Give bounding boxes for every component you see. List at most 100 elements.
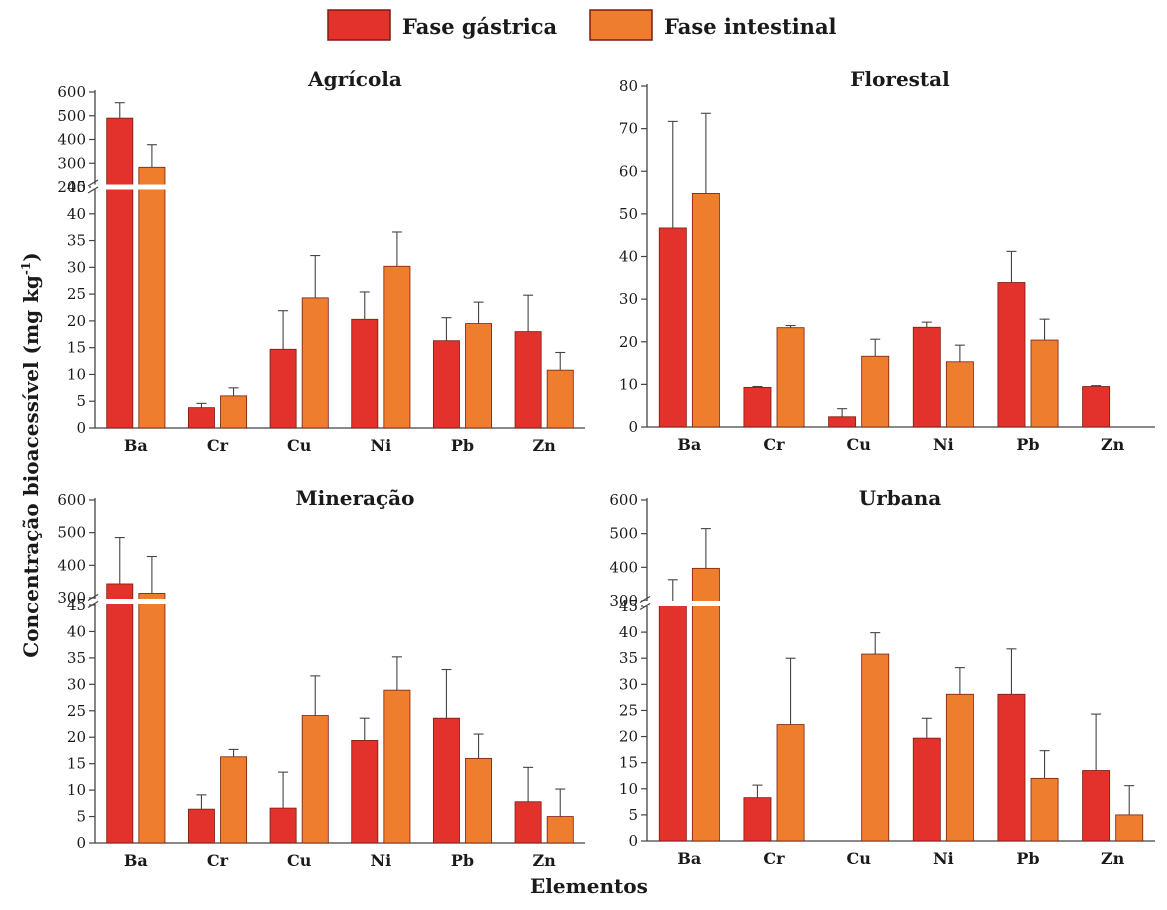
- x-tick-label: Cr: [763, 435, 785, 454]
- x-tick-label: Ba: [677, 435, 701, 454]
- y-tick-label: 35: [619, 649, 638, 667]
- bar-intestinal: [945, 693, 974, 842]
- bar-intestinal: [691, 567, 720, 842]
- bar-gastric: [187, 808, 215, 844]
- panel-title: Agrícola: [307, 67, 402, 91]
- bar-intestinal: [1030, 777, 1059, 842]
- y-tick-label: 45: [619, 597, 638, 615]
- y-tick-label: 20: [67, 728, 86, 746]
- y-tick-label: 5: [628, 806, 638, 824]
- y-tick-label: 45: [67, 178, 86, 196]
- y-tick-label: 10: [619, 375, 638, 393]
- bar-intestinal: [861, 355, 890, 428]
- y-tick-label: 300: [609, 592, 638, 610]
- bar-intestinal: [1030, 339, 1059, 428]
- bar-intestinal: [691, 193, 720, 428]
- y-tick-label: 20: [67, 312, 86, 330]
- y-tick-label: 25: [67, 702, 86, 720]
- x-tick-label: Cu: [846, 849, 871, 868]
- panels: Agrícola05101520253035404520030040050060…: [57, 67, 1155, 870]
- x-tick-label: Cr: [207, 851, 229, 870]
- axis-break-gap: [91, 184, 229, 190]
- axis-break-gap: [643, 601, 786, 606]
- bar-gastric: [269, 348, 297, 429]
- y-tick-label: 400: [57, 131, 86, 149]
- x-tick-label: Ni: [370, 851, 391, 870]
- x-tick-label: Ni: [370, 436, 391, 455]
- x-tick-label: Ni: [933, 435, 954, 454]
- y-tick-label: 15: [67, 755, 86, 773]
- y-tick-label: 50: [619, 205, 638, 223]
- axis-break-mark: [87, 179, 99, 187]
- y-tick-label: 45: [67, 596, 86, 614]
- bar-intestinal: [546, 816, 574, 844]
- bar-intestinal: [220, 395, 248, 429]
- bar-intestinal: [776, 327, 805, 428]
- bars: [106, 537, 574, 844]
- y-tick-label: 500: [57, 107, 86, 125]
- bars: [106, 102, 574, 429]
- y-tick-label: 5: [76, 392, 86, 410]
- bar-intestinal: [465, 323, 493, 429]
- bar-intestinal: [546, 369, 574, 429]
- y-tick-label: 30: [67, 675, 86, 693]
- y-tick-label: 0: [628, 418, 638, 436]
- panel-2: Florestal 0 10 20 30 40 50 60 70 80 Ba Cr Cu Ni Pb Zn: [619, 67, 1155, 454]
- x-tick-label: Pb: [1016, 849, 1039, 868]
- bar-gastric: [912, 737, 941, 842]
- y-tick-label: 80: [619, 77, 638, 95]
- x-tick-label: Cu: [846, 435, 871, 454]
- x-tick-label: Pb: [451, 436, 474, 455]
- panel-title: Mineração: [296, 486, 415, 510]
- panel-title: Urbana: [859, 486, 941, 510]
- y-axis-title-close: ): [19, 252, 43, 261]
- axis-break-gap: [91, 599, 229, 604]
- y-tick-label: 40: [619, 623, 638, 641]
- legend: Fase gástrica Fase intestinal: [327, 9, 837, 41]
- legend-label-gastric: Fase gástrica: [402, 14, 558, 39]
- bar-intestinal: [138, 166, 166, 429]
- bar-intestinal: [220, 756, 248, 844]
- y-tick-label: 30: [619, 290, 638, 308]
- y-tick-label: 15: [619, 754, 638, 772]
- bars: [658, 112, 1111, 428]
- bar-intestinal: [1115, 814, 1144, 842]
- y-tick-label: 0: [628, 832, 638, 850]
- y-tick-label: 40: [67, 205, 86, 223]
- bar-gastric: [187, 407, 215, 429]
- y-tick-label: 40: [67, 622, 86, 640]
- bar-gastric: [351, 739, 379, 844]
- bar-intestinal: [138, 593, 166, 844]
- x-tick-label: Ba: [124, 851, 148, 870]
- x-tick-label: Zn: [533, 436, 557, 455]
- y-tick-label: 600: [57, 83, 86, 101]
- bar-gastric: [658, 227, 687, 428]
- y-tick-label: 10: [67, 365, 86, 383]
- bar-gastric: [997, 282, 1026, 428]
- x-tick-label: Pb: [1016, 435, 1039, 454]
- y-tick-label: 600: [57, 491, 86, 509]
- bar-gastric: [997, 693, 1026, 842]
- panel-title: Florestal: [850, 67, 950, 91]
- y-tick-label: 35: [67, 232, 86, 250]
- y-tick-label: 15: [67, 339, 86, 357]
- y-tick-label: 60: [619, 162, 638, 180]
- bar-gastric: [743, 386, 772, 428]
- bar-gastric: [351, 318, 379, 429]
- y-tick-label: 30: [619, 675, 638, 693]
- x-tick-label: Cu: [287, 851, 312, 870]
- y-tick-label: 0: [76, 834, 86, 852]
- bars: [658, 528, 1144, 842]
- x-tick-label: Cr: [207, 436, 229, 455]
- bar-gastric: [432, 717, 460, 844]
- legend-swatch-intestinal: [589, 9, 653, 41]
- x-tick-label: Ni: [933, 849, 954, 868]
- bar-intestinal: [776, 724, 805, 842]
- y-tick-label: 500: [57, 524, 86, 542]
- y-tick-label: 70: [619, 120, 638, 138]
- bar-intestinal: [945, 361, 974, 428]
- y-tick-label: 400: [57, 556, 86, 574]
- bar-gastric: [1082, 386, 1111, 428]
